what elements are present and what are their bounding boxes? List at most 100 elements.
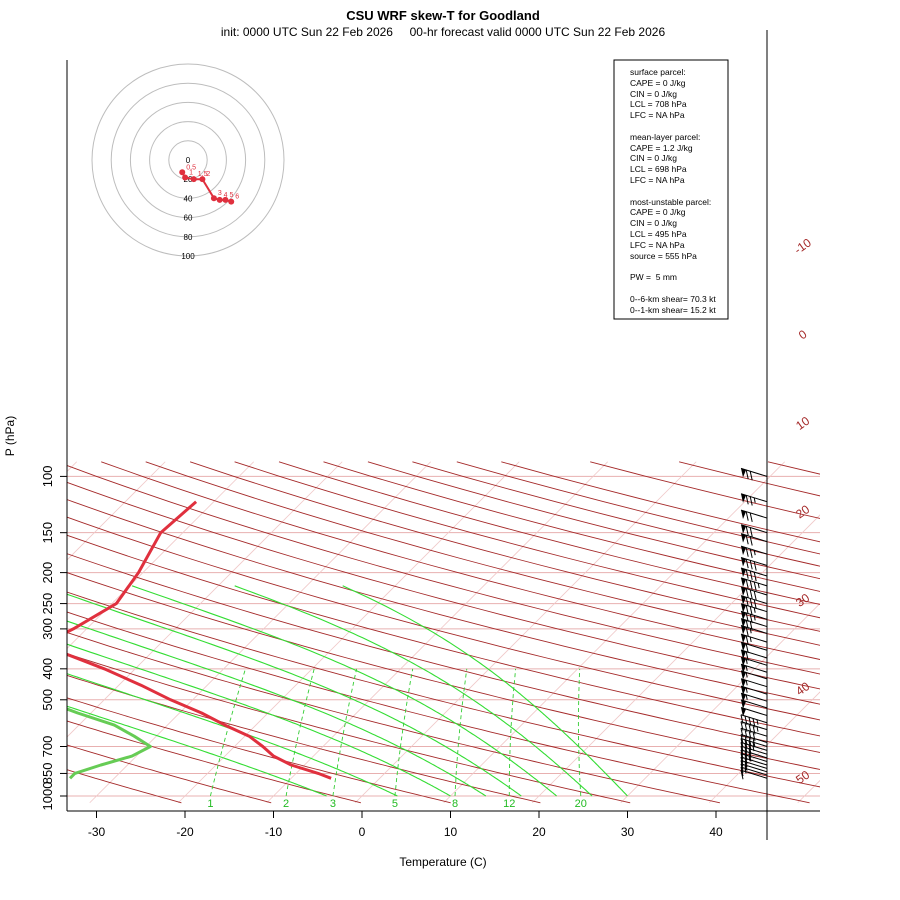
wind-barb-half-feather: [753, 497, 756, 503]
wind-barb-feather: [753, 599, 757, 609]
wind-barb-flag: [741, 611, 746, 621]
hodograph-ring: [91, 63, 285, 257]
wind-barb: [740, 624, 768, 637]
isotherm-line: [797, 779, 820, 804]
wind-barb-feather: [745, 469, 749, 480]
moist-adiabat: [67, 593, 522, 797]
wind-barb-shaft: [740, 699, 768, 709]
hodograph-ring-label: 40: [184, 194, 193, 203]
thermo-grid: [67, 461, 900, 804]
wind-barb-flag: [741, 586, 746, 596]
temperature-profile-line: [67, 500, 332, 780]
most-unstable-line: LCL = 495 hPa: [630, 229, 687, 239]
wind-barb-flag: [741, 686, 746, 696]
wind-barb-flag: [741, 657, 746, 667]
y-axis-label: P (hPa): [3, 416, 17, 456]
dry-adiabat: [189, 461, 820, 632]
moist-adiabat: [342, 585, 628, 797]
surface-line: CIN = 0 J/kg: [630, 89, 677, 99]
mixing-ratio-label: 2: [283, 798, 289, 810]
wind-barb-feather: [745, 643, 749, 653]
isotherm-line: [886, 462, 900, 803]
y-tick-label: 700: [40, 736, 55, 758]
y-tick-label: 300: [40, 618, 55, 640]
dry-adiabat: [67, 653, 631, 804]
wind-barb-flag: [741, 568, 746, 578]
isotherm-label: 40: [793, 679, 812, 698]
most-unstable-line: CIN = 0 J/kg: [630, 218, 677, 228]
y-tick-label: 400: [40, 658, 55, 680]
hodograph-ring-label: 80: [184, 233, 193, 242]
wind-barb-flag: [741, 603, 746, 613]
wind-barb-half-feather: [756, 719, 759, 725]
wind-barb-shaft: [740, 769, 768, 779]
wind-barb-shaft: [740, 624, 768, 634]
mixing-ratio-line: [209, 668, 246, 797]
wind-barb-feather: [745, 547, 749, 557]
dry-adiabat: [67, 465, 820, 675]
wind-barb: [740, 763, 768, 773]
wind-barb-feather: [752, 731, 756, 742]
hodograph-point-label: 2: [206, 171, 210, 178]
x-axis-label: Temperature (C): [399, 855, 486, 869]
wind-barb-flag: [741, 670, 746, 680]
x-tick-label: -10: [265, 825, 283, 839]
wind-barb-shaft: [740, 603, 768, 613]
wind-barb-flag: [741, 618, 746, 628]
isotherm-line: [177, 461, 520, 804]
wind-barb-feather: [749, 512, 753, 522]
dry-adiabat: [67, 769, 182, 804]
x-tick-label: 30: [621, 825, 635, 839]
shear-line: 0--1-km shear= 15.2 kt: [630, 305, 716, 315]
isotherm-label: 20: [793, 502, 812, 521]
dry-adiabat: [101, 461, 820, 660]
precipitable-water: PW = 5 mm: [630, 272, 677, 282]
wind-barb-feather: [749, 471, 753, 481]
profiles: [67, 500, 332, 780]
wind-barb: [740, 633, 768, 645]
dry-adiabat: [456, 461, 820, 555]
dry-adiabat: [67, 516, 820, 721]
wind-barb-half-feather: [745, 665, 748, 671]
x-tick-label: 10: [444, 825, 458, 839]
wind-barb-feather: [745, 558, 749, 569]
y-tick-label: 250: [40, 593, 55, 615]
wind-barb-feather: [740, 728, 744, 738]
wind-barb: [740, 692, 768, 703]
isotherm-line: [67, 461, 78, 473]
isotherm-line: [620, 602, 820, 804]
dry-adiabat: [678, 461, 820, 497]
hodograph-point: [182, 174, 189, 181]
wind-barb-half-feather: [756, 726, 759, 732]
wind-barb-feather: [745, 579, 749, 589]
shear-line: 0--6-km shear= 70.3 kt: [630, 294, 716, 304]
wind-barb: [740, 685, 768, 696]
dry-adiabat: [67, 720, 362, 804]
wind-barb-shaft: [740, 545, 768, 555]
most-unstable-line: LFC = NA hPa: [630, 240, 685, 250]
mean-layer-line: CAPE = 1.2 J/kg: [630, 143, 693, 153]
x-tick-label: 40: [709, 825, 723, 839]
hodograph-point: [190, 176, 197, 183]
wind-barb-feather: [745, 597, 749, 607]
wind-barb: [740, 727, 768, 742]
wind-barb-feather: [740, 766, 744, 777]
wind-barb-shaft: [740, 467, 768, 477]
hodograph-point: [216, 196, 223, 203]
wind-barb-feather: [748, 730, 752, 740]
hodograph: 0 20 40 60 80 100 0.51 1.52 3 4 5 6: [91, 62, 285, 272]
wind-barb-shaft: [740, 610, 768, 620]
hodograph-point: [179, 169, 186, 176]
mixing-ratio-label: 12: [503, 798, 515, 810]
wind-barb-half-feather: [749, 636, 752, 643]
wind-barbs: [740, 467, 768, 780]
wind-barb: [740, 493, 768, 506]
wind-barb-shaft: [740, 670, 768, 680]
hodograph-ring-label: 100: [181, 252, 195, 261]
wind-barb-shaft: [740, 692, 768, 702]
dry-adiabat: [67, 744, 272, 804]
wind-barb: [740, 595, 768, 609]
wind-barb-half-feather: [753, 607, 756, 613]
